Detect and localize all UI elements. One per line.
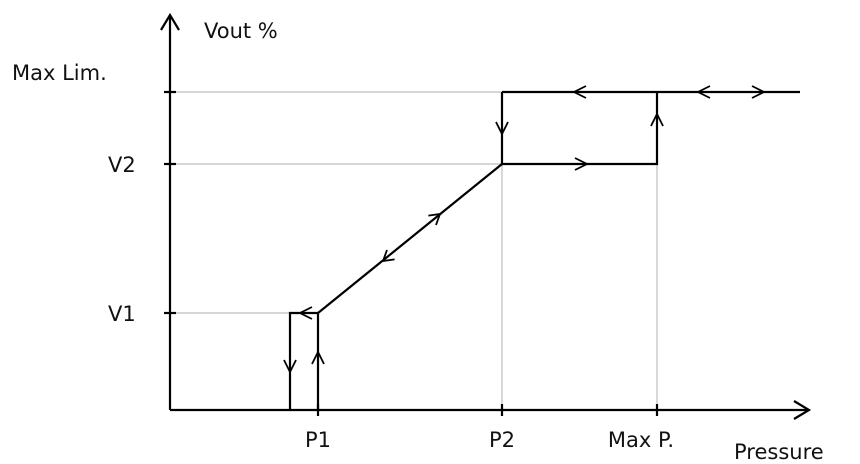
y-level-label: V1 [108, 302, 136, 326]
y-level-label: V2 [108, 153, 136, 177]
guide-lines [170, 91, 658, 410]
x-level-label: Max P. [608, 428, 674, 452]
x-level-label: P1 [305, 428, 331, 452]
curve [288, 90, 800, 410]
direction-arrows [283, 85, 767, 375]
axes [160, 12, 812, 420]
y-axis-label: Vout % [204, 19, 278, 43]
x-level-label: P2 [489, 428, 515, 452]
y-level-label: Max Lim. [12, 61, 107, 85]
x-axis-label: Pressure [734, 440, 824, 464]
